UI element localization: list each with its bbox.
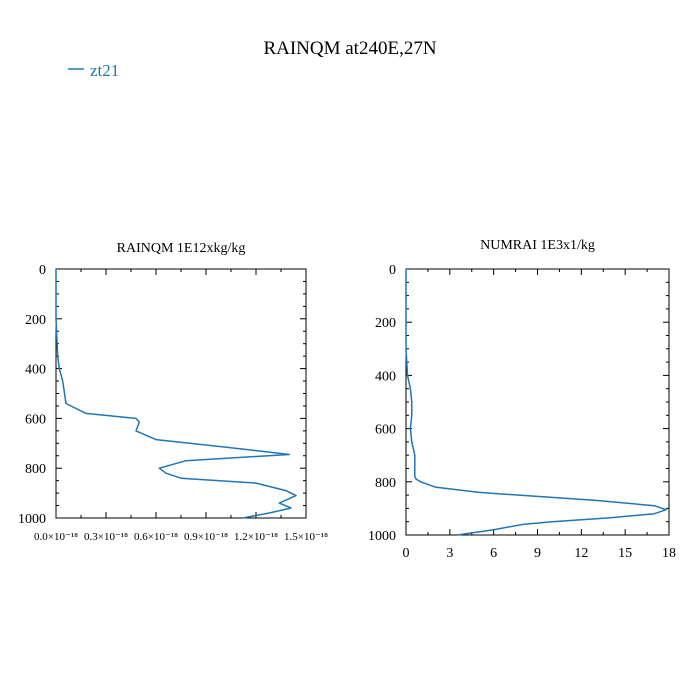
y-tick-label: 600 — [25, 412, 46, 427]
y-tick-label: 600 — [375, 423, 396, 438]
y-tick-label: 0 — [389, 263, 396, 278]
x-tick-label: 12 — [574, 546, 588, 561]
y-tick-label: 0 — [39, 263, 46, 278]
x-tick-label: 0.0×10⁻¹⁸ — [34, 531, 78, 543]
y-tick-label: 1000 — [368, 529, 396, 544]
legend-label-zt21: zt21 — [90, 61, 119, 80]
x-tick-label: 15 — [618, 546, 632, 561]
y-tick-label: 1000 — [18, 512, 46, 527]
plot-frame — [55, 268, 307, 519]
panel-title: NUMRAI 1E3x1/kg — [480, 238, 595, 253]
x-tick-label: 0.3×10⁻¹⁸ — [84, 531, 128, 543]
x-tick-label: 0 — [403, 546, 410, 561]
y-tick-label: 400 — [25, 363, 46, 378]
x-tick-label: 0.6×10⁻¹⁸ — [134, 531, 178, 543]
panel-numrai: NUMRAI 1E3x1/kg 0 200 400 600 800 1000 0 3 6 9 12 15… — [368, 238, 676, 561]
series-line-zt21 — [405, 269, 667, 536]
panel-rainqm: RAINQM 1E12xkg/kg 0 200 400 600 800 1000 0.0×10… — [18, 241, 328, 543]
y-tick-label: 400 — [375, 369, 396, 384]
x-tick-label: 3 — [446, 546, 453, 561]
x-tick-label: 18 — [662, 546, 676, 561]
x-tick-label: 6 — [490, 546, 497, 561]
y-tick-label: 200 — [375, 316, 396, 331]
series-line-zt21 — [55, 269, 297, 519]
legend: zt21 — [68, 61, 119, 80]
plot-frame — [405, 268, 670, 536]
x-tick-label: 0.9×10⁻¹⁸ — [184, 531, 228, 543]
y-tick-label: 800 — [25, 462, 46, 477]
x-tick-label: 1.2×10⁻¹⁸ — [234, 531, 278, 543]
x-tick-label: 1.5×10⁻¹⁸ — [284, 531, 328, 543]
panel-title: RAINQM 1E12xkg/kg — [117, 241, 246, 256]
y-tick-label: 200 — [25, 313, 46, 328]
y-tick-label: 800 — [375, 476, 396, 491]
figure-title: RAINQM at240E,27N — [263, 38, 436, 59]
x-tick-label: 9 — [534, 546, 541, 561]
